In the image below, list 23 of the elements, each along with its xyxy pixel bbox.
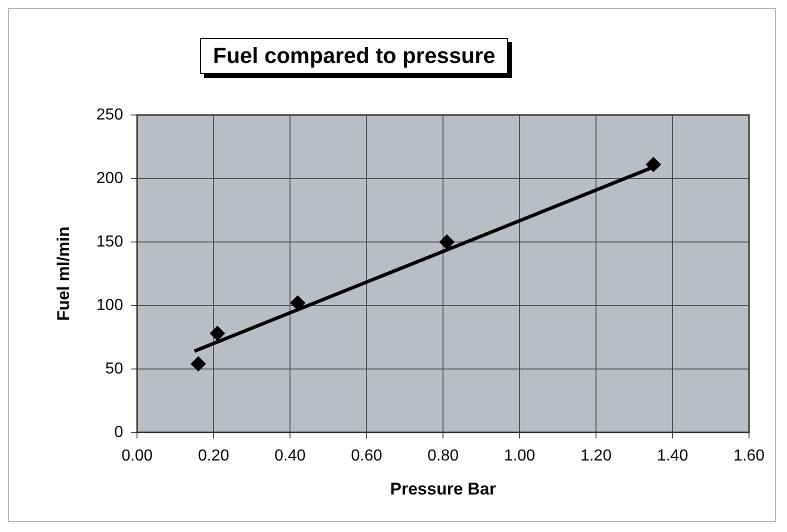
- y-tick-label: 200: [96, 170, 124, 187]
- x-tick-label: 0.80: [427, 447, 459, 464]
- point: [210, 326, 225, 341]
- x-tick-label: 1.00: [504, 447, 536, 464]
- y-tick-label: 50: [105, 360, 124, 378]
- y-tick-label: 250: [96, 106, 124, 124]
- chart-title: Fuel compared to pressure: [200, 38, 508, 74]
- point: [290, 295, 306, 310]
- x-tick-label: 0.60: [350, 447, 382, 464]
- x-tick-label: 1.60: [733, 447, 765, 464]
- x-tick-label: 1.20: [580, 447, 612, 464]
- y-tick-label: 100: [96, 296, 124, 314]
- point: [190, 356, 206, 372]
- x-tick-label: 0.20: [198, 447, 230, 464]
- x-tick-label: 1.40: [656, 447, 688, 464]
- point: [646, 157, 661, 172]
- y-tick-label: 150: [96, 233, 124, 250]
- y-tick-label: 0: [114, 424, 124, 441]
- x-tick-label: 0.00: [122, 447, 153, 464]
- point: [439, 234, 454, 250]
- y-axis-title: Fuel ml/min: [54, 226, 73, 321]
- x-tick-label: 0.40: [274, 447, 306, 464]
- x-axis-title: Pressure Bar: [390, 479, 496, 498]
